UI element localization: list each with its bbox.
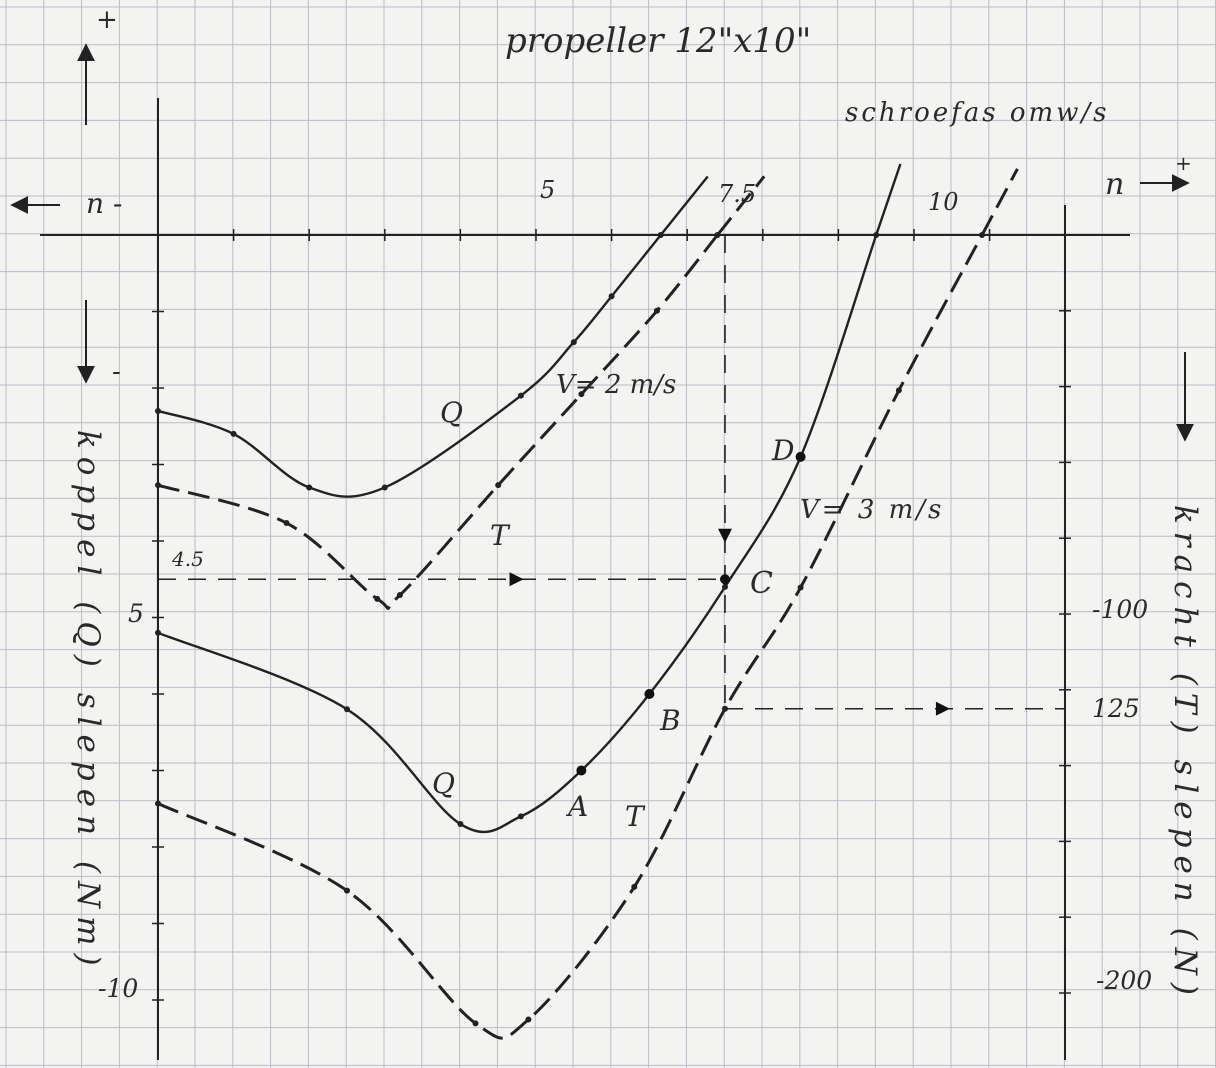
series-point: [155, 407, 161, 414]
series-point: [344, 706, 350, 713]
series-point: [472, 1020, 479, 1027]
chart-title: propeller 12"x10": [505, 21, 811, 61]
arrow-icon: [935, 701, 950, 716]
series-point: [722, 583, 728, 590]
series-point: [381, 484, 388, 491]
point-d-label: D: [771, 434, 794, 467]
series-point: [525, 1016, 532, 1023]
v2-label: V= 2 m/s: [556, 370, 676, 400]
right-axis-label: kracht (T) slepen (N): [1167, 505, 1203, 1003]
series-point: [306, 484, 313, 491]
key-points: [576, 451, 806, 776]
label-125: 125: [1092, 694, 1140, 723]
series-point: [155, 482, 161, 489]
series-point: [578, 391, 585, 398]
series-point: [230, 430, 237, 437]
label-4-5: 4.5: [171, 547, 204, 571]
series-point: [895, 387, 902, 394]
arrow-icon: [718, 528, 732, 543]
q-v3-label: Q: [432, 767, 455, 800]
x-tick-label: 5: [540, 176, 555, 204]
point-c: [720, 574, 730, 585]
series-extension: [659, 175, 709, 236]
point-d: [795, 451, 806, 462]
x-tick-label: 10: [928, 188, 959, 216]
series-point: [283, 520, 290, 527]
x-axis-label: schroefas omw/s: [845, 98, 1110, 128]
right-ticks: -100 -200: [1059, 310, 1152, 995]
plus-top-label: +: [96, 5, 118, 35]
series-point: [155, 629, 161, 636]
series: [155, 163, 1019, 1040]
plus-right-label: +: [1175, 151, 1192, 175]
point-a-label: A: [565, 790, 588, 823]
series-point: [155, 800, 161, 807]
q-v2-label: Q: [440, 396, 463, 429]
left-ticks: 5 -10: [98, 310, 164, 1003]
arrow-icon: [509, 572, 524, 587]
minus-left-label: -: [112, 357, 121, 387]
x-ticks: 5 7.5 10: [232, 176, 991, 241]
series-line-q-v2: [157, 234, 662, 498]
series-point: [657, 232, 664, 238]
series-point: [797, 584, 804, 591]
series-point: [517, 392, 524, 399]
series-point: [873, 232, 880, 238]
left-axis-label: koppel (Q) slepen (Nm): [70, 430, 106, 974]
series-extension: [875, 163, 902, 236]
series-point: [979, 232, 986, 238]
n-left-label: n -: [86, 187, 122, 220]
series-point: [570, 339, 577, 346]
point-b-label: B: [659, 704, 681, 737]
v3-label: V= 3 m/s: [800, 495, 944, 525]
series-point: [495, 482, 502, 489]
series-point: [653, 307, 660, 314]
series-point: [344, 887, 350, 894]
left-tick-label: -10: [98, 974, 138, 1003]
point-c-label: C: [750, 566, 773, 601]
series-point: [631, 883, 638, 890]
reference-lines: [158, 235, 1066, 716]
series-point: [722, 705, 728, 712]
series-point: [714, 232, 721, 238]
right-tick-label: -100: [1092, 595, 1148, 624]
t-v2-label: T: [490, 519, 511, 552]
left-tick-label: 5: [128, 599, 144, 628]
series-extension: [980, 168, 1019, 236]
series-point: [608, 293, 615, 300]
series-line-t-v2: [157, 234, 719, 610]
point-b: [644, 689, 655, 699]
series-point: [457, 821, 464, 828]
point-a: [576, 765, 587, 776]
right-tick-label: -200: [1096, 966, 1152, 995]
series-point: [396, 592, 403, 599]
series-point: [517, 813, 524, 820]
n-right-label: n: [1105, 167, 1124, 202]
series-point: [374, 595, 381, 602]
series-extension: [716, 175, 766, 236]
direction-arrows: [10, 43, 1194, 442]
series-line-q-v3: [157, 234, 878, 834]
series-line-t-v3: [157, 234, 984, 1040]
t-v3-label: T: [625, 800, 646, 833]
